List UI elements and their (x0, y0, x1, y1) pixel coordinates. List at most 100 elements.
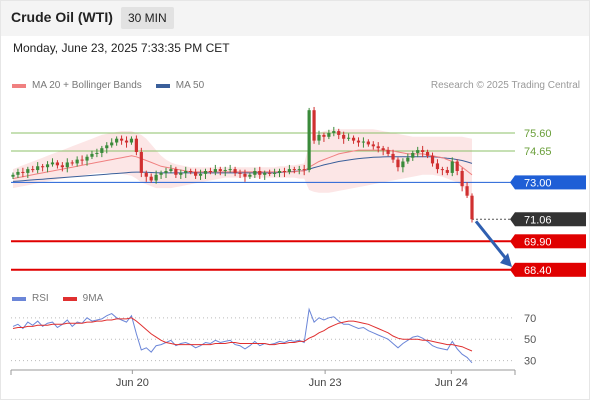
candle-body (460, 171, 464, 187)
candle-body (164, 171, 168, 173)
candle-body (332, 131, 336, 133)
candle-body (411, 152, 415, 158)
candle-body (455, 161, 459, 171)
ma9-swatch (62, 296, 77, 301)
candle-body (430, 155, 435, 164)
rsi-tick-label: 50 (524, 334, 536, 346)
candle-body (95, 152, 99, 154)
price-legend: MA 20 + Bollinger Bands MA 50 (12, 80, 218, 91)
candle-body (435, 163, 440, 170)
candle-body (465, 186, 469, 196)
candle-body (342, 134, 346, 139)
candle-body (243, 173, 247, 177)
candle-body (258, 171, 262, 175)
candle-body (55, 162, 60, 166)
candle-body (198, 173, 203, 176)
candle-body (100, 148, 104, 153)
candle-body (31, 169, 35, 171)
level-tag-pointer (510, 234, 515, 249)
candle-body (253, 171, 257, 175)
candle-body (105, 145, 109, 149)
candle-body (80, 159, 84, 161)
rsi-swatch (12, 296, 26, 301)
rsi-tick-label: 70 (524, 313, 536, 325)
candle-body (233, 169, 237, 173)
candle-body (263, 172, 267, 175)
interval-button[interactable]: 30 MIN (121, 7, 174, 29)
candle-body (179, 172, 183, 175)
forecast-arrow-shaft (474, 220, 509, 261)
candle-body (85, 156, 89, 161)
level-label-last: 71.06 (524, 214, 552, 226)
candle-body (70, 162, 74, 164)
candle-body (16, 171, 20, 175)
candle-body (119, 138, 124, 141)
candle-body (194, 171, 198, 176)
candle-body (450, 161, 454, 173)
candle-body (169, 169, 173, 171)
candle-body (366, 141, 370, 145)
candle-body (21, 171, 25, 173)
candle-body (421, 150, 425, 152)
candle-body (65, 162, 69, 168)
candle-body (307, 110, 311, 171)
candle-body (351, 137, 356, 141)
candle-body (386, 150, 390, 154)
header-bar: Crude Oil (WTI) 30 MIN (0, 0, 590, 36)
candle-body (287, 169, 291, 172)
candle-body (149, 176, 153, 181)
candle-body (317, 134, 321, 141)
candle-body (248, 174, 252, 177)
rsi-tick-label: 30 (524, 356, 536, 368)
level-label-pivot: 73.00 (524, 177, 552, 189)
candle-body (282, 171, 287, 172)
candle-body (416, 150, 420, 153)
level-tag-support (515, 262, 586, 277)
candle-body (110, 142, 114, 146)
candle-body (391, 153, 395, 160)
candle-body (154, 174, 158, 181)
instrument-title: Crude Oil (WTI) (11, 9, 113, 25)
level-tag-pointer (510, 175, 515, 190)
candle-body (11, 174, 15, 177)
candle-body (174, 169, 178, 175)
time-tick-label: Jun 23 (309, 377, 342, 389)
candle-body (45, 164, 50, 168)
candle-body (356, 140, 361, 143)
candle-body (322, 134, 326, 137)
candle-body (401, 161, 405, 168)
candle-body (445, 170, 449, 173)
level-label-resistance: 74.65 (524, 146, 552, 158)
candle-body (189, 171, 193, 172)
candle-body (302, 169, 306, 171)
candle-body (277, 171, 282, 173)
candle-body (361, 141, 366, 143)
candle-body (139, 152, 143, 173)
ma50-swatch (155, 83, 170, 88)
level-tag-pivot (515, 175, 586, 190)
candle-body (159, 172, 163, 175)
candle-body (203, 171, 208, 174)
candle-body (36, 166, 40, 171)
candle-body (371, 144, 375, 147)
candle-body (50, 162, 55, 165)
candle-body (129, 138, 134, 143)
level-tag-last (515, 212, 586, 227)
candle-body (238, 172, 242, 174)
candle-body (440, 169, 444, 171)
candle-body (213, 169, 217, 172)
level-tag-pointer (510, 262, 515, 277)
timestamp: Monday, June 23, 2025 7:33:35 PM CET (13, 41, 230, 55)
time-tick-label: Jun 24 (435, 377, 468, 389)
candle-body (223, 170, 227, 172)
level-tag-pointer (510, 212, 515, 227)
candle-body (75, 159, 79, 164)
ma20-swatch (12, 83, 26, 88)
candle-body (337, 131, 341, 135)
level-label-resistance: 75.60 (524, 128, 552, 140)
rsi-line (12, 307, 473, 364)
candle-body (406, 157, 410, 162)
rsi-legend-label: RSI (32, 293, 49, 304)
candle-body (272, 172, 277, 174)
